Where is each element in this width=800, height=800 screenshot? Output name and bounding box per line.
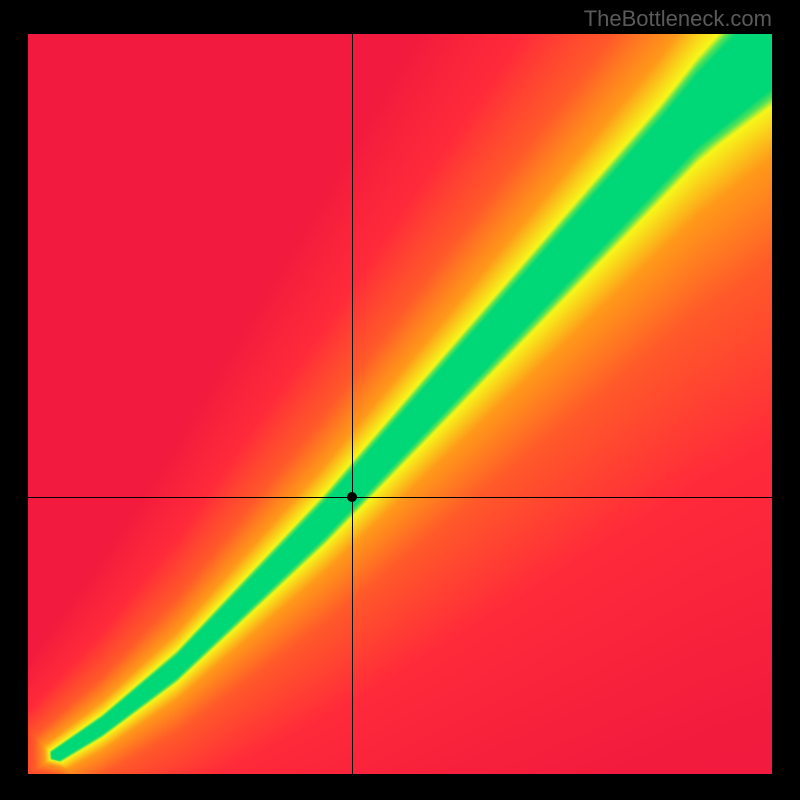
crosshair-horizontal — [28, 497, 772, 498]
heatmap-canvas — [28, 34, 772, 774]
crosshair-vertical — [352, 34, 353, 774]
bottleneck-marker-dot — [347, 492, 357, 502]
watermark-text: TheBottleneck.com — [584, 6, 772, 32]
heatmap-plot — [28, 34, 772, 774]
